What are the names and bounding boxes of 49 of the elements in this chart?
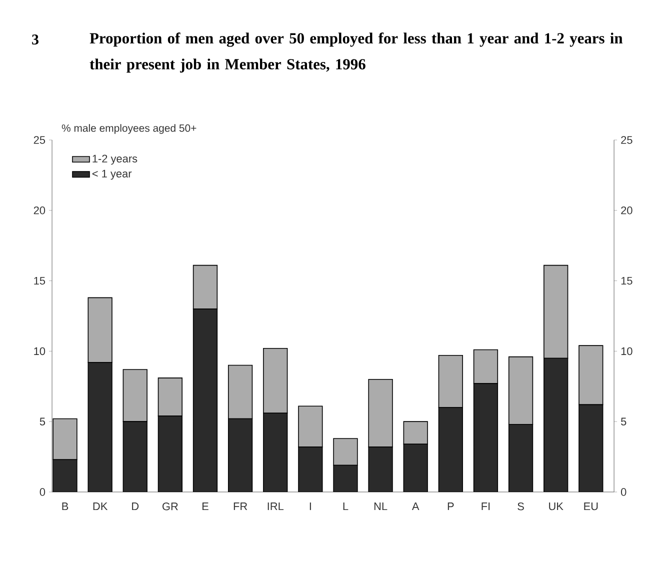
y-axis-title: % male employees aged 50+ bbox=[62, 124, 196, 134]
x-tick-label: IRL bbox=[268, 502, 284, 510]
y-tick-label: 15 bbox=[34, 276, 46, 285]
y-tick-label: 20 bbox=[34, 206, 46, 214]
bar bbox=[263, 348, 288, 414]
chart-title: Proportion of men aged over 50 employed for less than 1 year and 1-2 years in their present job in Member States, 1996 bbox=[90, 32, 623, 73]
bar bbox=[438, 355, 463, 408]
x-tick-label: FR bbox=[234, 502, 248, 510]
y2-tick-label: 0 bbox=[620, 488, 626, 496]
bar bbox=[192, 264, 218, 310]
x-tick-label: FI bbox=[482, 502, 490, 510]
x-tick-label: DK bbox=[93, 502, 108, 510]
y2-tick-label: 20 bbox=[621, 206, 632, 214]
legend-label: 1-2 years bbox=[92, 154, 138, 165]
bar bbox=[333, 438, 358, 466]
x-tick-label: I bbox=[310, 502, 311, 510]
text: 3 bbox=[32, 34, 38, 45]
bar bbox=[298, 406, 323, 448]
bar bbox=[52, 418, 78, 460]
x-tick-label: E bbox=[202, 502, 208, 510]
y2-tick-label: 15 bbox=[621, 276, 632, 285]
x-tick-label: A bbox=[412, 502, 420, 510]
x-tick-label: EU bbox=[584, 502, 598, 510]
bar bbox=[403, 421, 428, 445]
bar bbox=[578, 345, 604, 406]
bar bbox=[544, 264, 568, 359]
x-tick-label: B bbox=[62, 502, 68, 510]
y-tick-label: 25 bbox=[34, 136, 46, 144]
bar bbox=[368, 378, 393, 448]
y-tick-label: 5 bbox=[40, 418, 46, 426]
x-tick-label: GR bbox=[162, 502, 178, 510]
x-tick-label: S bbox=[518, 502, 524, 510]
y-tick-label: 10 bbox=[34, 347, 46, 356]
bar bbox=[228, 364, 253, 420]
x-tick-label: UK bbox=[549, 502, 564, 510]
y2-tick-label: 25 bbox=[621, 136, 632, 144]
x-tick-label: L bbox=[343, 502, 348, 510]
x-tick-label: NL bbox=[374, 502, 388, 510]
bar bbox=[122, 369, 148, 422]
bar bbox=[508, 356, 534, 425]
x-tick-label: D bbox=[132, 502, 139, 510]
legend-label: < 1 year bbox=[92, 170, 132, 180]
y2-tick-label: 5 bbox=[621, 418, 626, 426]
bar bbox=[473, 349, 498, 384]
bar bbox=[158, 378, 183, 416]
y-tick-label: 0 bbox=[40, 488, 46, 496]
bar bbox=[88, 297, 112, 363]
x-tick-label: P bbox=[448, 502, 454, 510]
y2-tick-label: 10 bbox=[621, 347, 632, 356]
